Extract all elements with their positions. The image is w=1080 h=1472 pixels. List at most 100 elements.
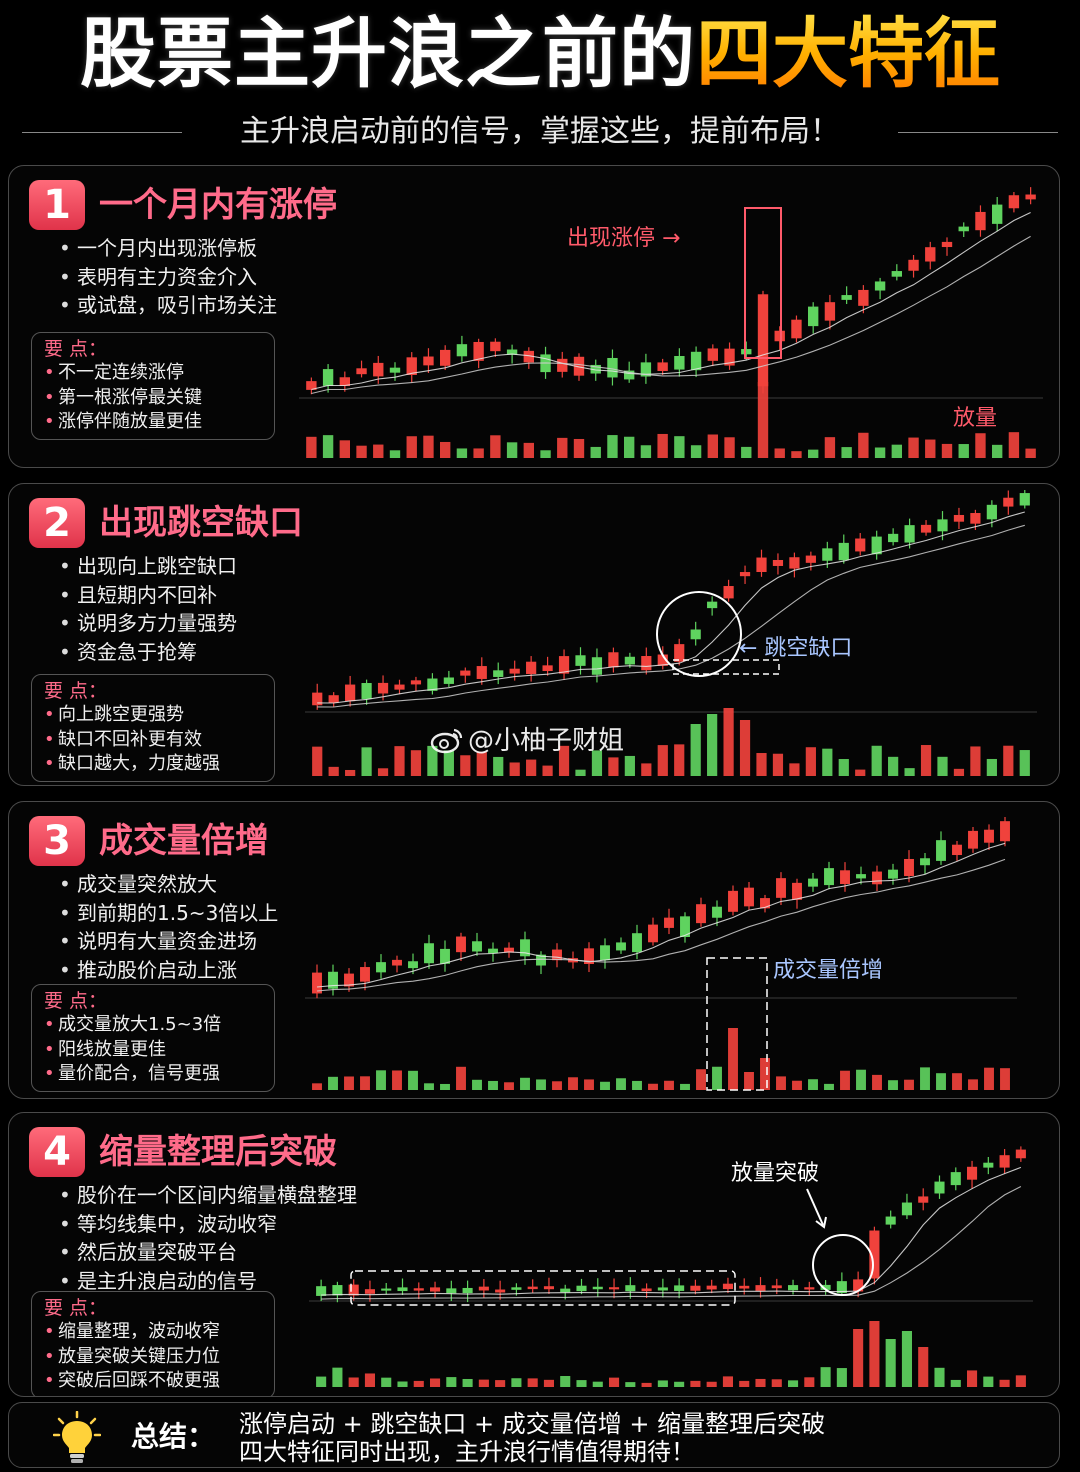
candle-body bbox=[446, 1288, 457, 1294]
candlestick-chart bbox=[309, 1146, 1033, 1387]
candle-body bbox=[674, 1285, 685, 1291]
volume-bar bbox=[1008, 432, 1020, 458]
candle-body bbox=[557, 358, 568, 372]
bullet-item: 等均线集中，波动收窄 bbox=[59, 1210, 357, 1239]
volume-bar bbox=[739, 720, 751, 776]
volume-bar bbox=[509, 762, 520, 776]
candle-body bbox=[820, 1284, 831, 1290]
volume-bar bbox=[756, 753, 767, 776]
candle-body bbox=[373, 362, 384, 377]
candle-body bbox=[690, 351, 702, 371]
candle-body bbox=[472, 941, 482, 952]
volume-bar bbox=[473, 448, 484, 458]
volume-bar bbox=[456, 1066, 466, 1090]
candle-body bbox=[664, 917, 674, 928]
volume-bar bbox=[858, 432, 869, 458]
candle-body bbox=[410, 680, 422, 685]
candle-body bbox=[937, 519, 948, 532]
volume-bar bbox=[616, 1078, 626, 1090]
volume-bar bbox=[856, 1069, 866, 1090]
volume-bar bbox=[344, 1076, 354, 1090]
volume-bar bbox=[791, 451, 802, 458]
moving-average-line bbox=[317, 511, 1025, 704]
volume-bar bbox=[707, 714, 718, 776]
candle-body bbox=[674, 644, 685, 662]
keypoint-item: 量价配合，信号更强 bbox=[44, 1062, 264, 1087]
volume-bar bbox=[792, 1080, 802, 1090]
panel-title: 成交量倍增 bbox=[99, 821, 269, 861]
candle-body bbox=[356, 368, 367, 375]
volume-bar bbox=[427, 745, 438, 776]
volume-bar bbox=[1000, 1068, 1010, 1090]
candle-body bbox=[934, 1181, 945, 1194]
candle-body bbox=[328, 971, 338, 989]
volume-bar bbox=[984, 1067, 994, 1090]
candle-body bbox=[690, 1285, 701, 1291]
volume-bar bbox=[968, 1079, 978, 1090]
candle-body bbox=[1025, 194, 1036, 200]
annotation-volume: 放量 bbox=[953, 406, 998, 431]
subtitle-divider-right bbox=[898, 132, 1058, 133]
candle-body bbox=[739, 1285, 750, 1289]
summary-label: 总结： bbox=[131, 1420, 216, 1453]
candle-body bbox=[406, 357, 417, 375]
keypoint-item: 不一定连续涨停 bbox=[44, 361, 264, 386]
candle-body bbox=[377, 682, 389, 694]
volume-bar bbox=[446, 1377, 457, 1387]
candle-body bbox=[712, 906, 722, 918]
watermark: @小柚子财姐 bbox=[430, 720, 624, 757]
volume-bar bbox=[696, 1069, 706, 1090]
candle-body bbox=[760, 898, 770, 909]
volume-bar bbox=[680, 1083, 690, 1090]
bullet-list: 一个月内出现涨停板 表明有主力资金介入 或试盘，吸引市场关注 bbox=[59, 234, 277, 320]
volume-bar bbox=[623, 436, 635, 458]
candle-body bbox=[495, 1289, 506, 1293]
candle-body bbox=[493, 670, 504, 677]
volume-bar bbox=[728, 1028, 738, 1090]
candle-body bbox=[741, 349, 752, 355]
volume-bar bbox=[664, 1080, 674, 1090]
volume-bar bbox=[328, 1076, 338, 1090]
volume-bar bbox=[460, 755, 471, 776]
candle-body bbox=[953, 514, 965, 522]
panel-breakout: 4 缩量整理后突破 股价在一个区间内缩量横盘整理 等均线集中，波动收窄 然后放量… bbox=[8, 1112, 1060, 1397]
candlestick-chart bbox=[299, 187, 1043, 458]
volume-bar bbox=[575, 769, 586, 776]
volume-bar bbox=[808, 1079, 818, 1090]
volume-bar bbox=[1003, 745, 1014, 776]
candle-body bbox=[952, 844, 962, 856]
bullet-item: 成交量突然放大 bbox=[59, 870, 278, 899]
candle-body bbox=[394, 684, 405, 690]
volume-bar bbox=[920, 745, 932, 776]
summary-box: 总结： 涨停启动 + 跳空缺口 + 成交量倍增 + 缩量整理后突破 四大特征同时… bbox=[8, 1402, 1060, 1468]
subtitle-divider-left bbox=[22, 132, 182, 133]
volume-bar bbox=[941, 443, 953, 458]
candle-body bbox=[792, 882, 802, 900]
candle-body bbox=[440, 948, 450, 964]
candle-body bbox=[560, 1288, 571, 1293]
volume-bar bbox=[542, 765, 553, 776]
volume-bar bbox=[493, 756, 504, 776]
keypoint-box: 要 点： 不一定连续涨停 第一根涨停最关键 涨停伴随放量更佳 bbox=[31, 332, 275, 440]
candle-body bbox=[728, 890, 738, 912]
volume-bar bbox=[322, 435, 334, 458]
moving-average-line bbox=[311, 212, 1031, 391]
volume-bar bbox=[888, 756, 899, 776]
volume-bar bbox=[872, 1074, 882, 1090]
volume-bar bbox=[540, 450, 551, 458]
volume-bar bbox=[360, 1076, 370, 1090]
volume-bar bbox=[1015, 1375, 1026, 1387]
candle-body bbox=[983, 1162, 994, 1168]
volume-bar bbox=[504, 1082, 514, 1090]
title-accent: 四大特征 bbox=[696, 9, 1000, 98]
volume-bar bbox=[511, 1378, 522, 1387]
volume-bar bbox=[640, 445, 652, 458]
volume-bar bbox=[568, 1077, 578, 1090]
summary-line-2: 四大特征同时出现，主升浪行情值得期待！ bbox=[239, 1438, 695, 1466]
volume-bar bbox=[536, 1079, 546, 1090]
candle-body bbox=[808, 878, 818, 887]
candle-body bbox=[376, 962, 386, 973]
volume-bar bbox=[397, 1381, 408, 1387]
candle-body bbox=[381, 1288, 392, 1291]
candle-body bbox=[361, 683, 372, 699]
